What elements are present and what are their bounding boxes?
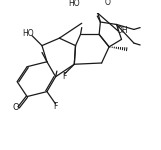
Text: HO: HO (23, 29, 34, 38)
Text: F: F (53, 102, 58, 111)
Text: HO: HO (68, 0, 80, 8)
Text: O: O (12, 103, 19, 112)
Text: OH: OH (116, 26, 128, 34)
Text: O: O (105, 0, 111, 7)
Text: F: F (62, 72, 66, 81)
